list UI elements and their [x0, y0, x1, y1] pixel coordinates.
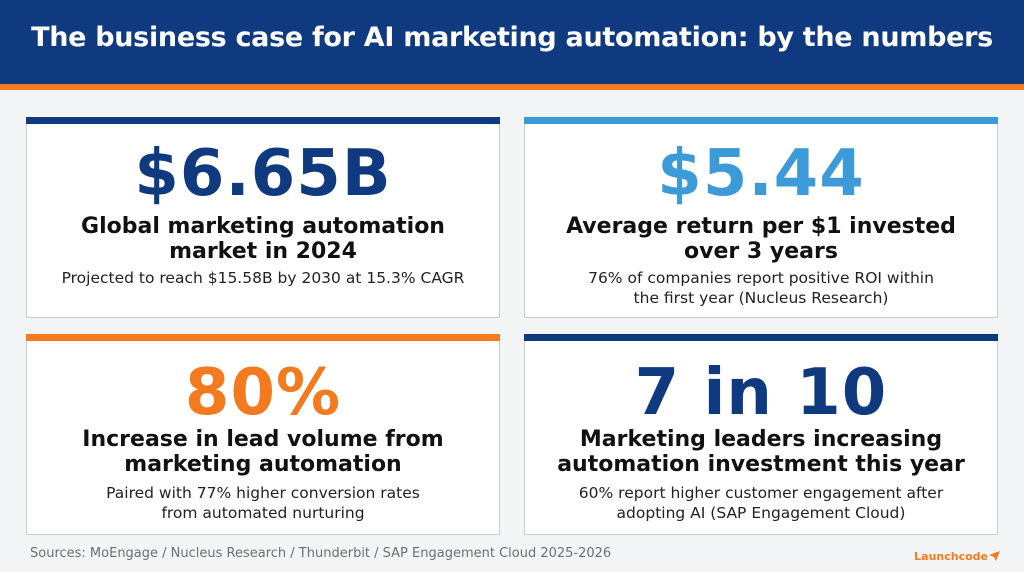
stat-description: Projected to reach $15.58B by 2030 at 15…	[27, 268, 499, 288]
stat-label: Marketing leaders increasing automation …	[525, 427, 997, 477]
card-accent-bar	[26, 117, 500, 124]
stat-description-line: Paired with 77% higher conversion rates	[106, 484, 420, 502]
stat-description-line: adopting AI (SAP Engagement Cloud)	[616, 504, 906, 522]
paper-plane-icon	[989, 551, 1000, 561]
sources-footnote: Sources: MoEngage / Nucleus Research / T…	[30, 546, 612, 561]
stat-description-line: 76% of companies report positive ROI wit…	[588, 269, 934, 287]
header-accent-stripe	[0, 84, 1024, 90]
stat-label-line: Global marketing automation	[81, 214, 445, 239]
logo-text: Launchcode	[914, 550, 988, 563]
stat-description-line: the first year (Nucleus Research)	[633, 289, 889, 307]
stat-label: Increase in lead volume from marketing a…	[27, 427, 499, 477]
stat-label-line: automation investment this year	[557, 452, 965, 477]
card-accent-bar	[26, 334, 500, 341]
stat-card-market-size: $6.65B Global marketing automation marke…	[26, 117, 500, 318]
stat-label-line: Increase in lead volume from	[82, 427, 444, 452]
stat-value: 80%	[184, 356, 342, 430]
stat-label-line: marketing automation	[124, 452, 402, 477]
stat-card-roi: $5.44 Average return per $1 invested ove…	[524, 117, 998, 318]
launchcode-logo: Launchcode	[914, 550, 1000, 563]
stat-label-line: Average return per $1 invested	[566, 214, 956, 239]
stat-value: $6.65B	[134, 137, 392, 211]
card-accent-bar	[524, 334, 998, 341]
stat-description: 76% of companies report positive ROI wit…	[525, 268, 997, 308]
stat-value: 7 in 10	[634, 356, 888, 430]
stat-label-line: Marketing leaders increasing	[579, 427, 943, 452]
stat-card-lead-volume: 80% Increase in lead volume from marketi…	[26, 334, 500, 535]
stat-description: Paired with 77% higher conversion rates …	[27, 483, 499, 523]
header-bar: The business case for AI marketing autom…	[0, 0, 1024, 84]
stat-label-line: market in 2024	[169, 239, 357, 264]
stat-description: 60% report higher customer engagement af…	[525, 483, 997, 523]
stat-description-line: Projected to reach $15.58B by 2030 at 15…	[61, 269, 465, 287]
page-title: The business case for AI marketing autom…	[31, 22, 993, 53]
stat-label: Average return per $1 invested over 3 ye…	[525, 214, 997, 264]
card-accent-bar	[524, 117, 998, 124]
stat-card-leader-investment: 7 in 10 Marketing leaders increasing aut…	[524, 334, 998, 535]
stat-value: $5.44	[657, 137, 865, 211]
stat-description-line: 60% report higher customer engagement af…	[578, 484, 944, 502]
stat-label-line: over 3 years	[684, 239, 838, 264]
stat-description-line: from automated nurturing	[161, 504, 365, 522]
stat-label: Global marketing automation market in 20…	[27, 214, 499, 264]
